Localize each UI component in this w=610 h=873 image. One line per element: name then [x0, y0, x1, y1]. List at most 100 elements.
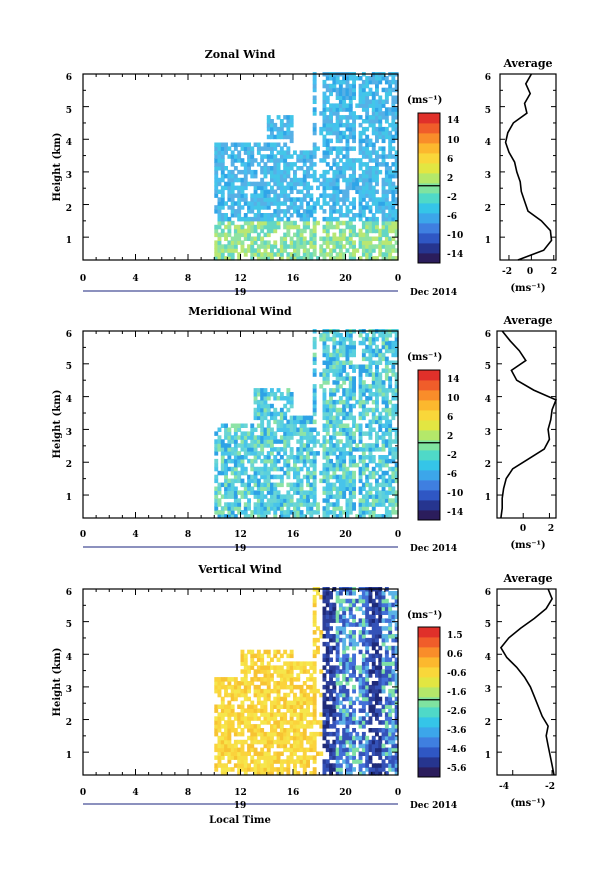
- heatmap-cell: [329, 443, 333, 448]
- heatmap-cell: [388, 482, 393, 488]
- heatmap-cell: [381, 352, 386, 358]
- heatmap-cell: [306, 216, 310, 222]
- heatmap-cell: [296, 154, 301, 159]
- heatmap-cell: [329, 423, 333, 428]
- heatmap-cell: [286, 162, 291, 167]
- heatmap-cell: [361, 724, 366, 729]
- heatmap-cell: [335, 360, 340, 365]
- heatmap-cell: [253, 205, 258, 210]
- heatmap-cell: [240, 431, 245, 436]
- heatmap-cell: [302, 747, 307, 753]
- heatmap-cell: [286, 470, 291, 476]
- heatmap-cell: [286, 455, 291, 460]
- heatmap-cell: [322, 340, 327, 346]
- heatmap-cell: [289, 684, 294, 690]
- heatmap-cell: [319, 751, 324, 756]
- heatmap-cell: [361, 248, 366, 253]
- heatmap-cell: [293, 462, 297, 468]
- heatmap-cell: [250, 162, 255, 167]
- heatmap-cell: [329, 83, 333, 89]
- heatmap-cell: [358, 244, 363, 249]
- heatmap-cell: [276, 439, 281, 444]
- heatmap-cell: [352, 122, 356, 128]
- heatmap-cell: [378, 645, 383, 651]
- heatmap-cell: [224, 514, 228, 519]
- heatmap-cell: [279, 759, 284, 764]
- heatmap-cell: [283, 462, 288, 468]
- heatmap-cell: [312, 462, 317, 468]
- heatmap-cell: [302, 669, 307, 674]
- heatmap-cell: [352, 138, 356, 144]
- heatmap-cell: [325, 126, 330, 132]
- heatmap-cell: [345, 486, 350, 491]
- heatmap-cell: [375, 209, 379, 214]
- heatmap-cell: [312, 735, 317, 741]
- heatmap-cell: [335, 447, 340, 452]
- heatmap-cell: [243, 653, 248, 659]
- heatmap-cell: [391, 205, 396, 210]
- heatmap-cell: [263, 189, 268, 194]
- heatmap-cell: [299, 494, 304, 499]
- heatmap-cell: [355, 177, 360, 183]
- heatmap-cell: [348, 458, 353, 464]
- heatmap-cell: [361, 107, 366, 112]
- heatmap-cell: [342, 228, 347, 234]
- heatmap-cell: [233, 240, 238, 245]
- heatmap-cell: [371, 340, 376, 346]
- heatmap-cell: [361, 236, 366, 241]
- heatmap-field: [214, 72, 399, 261]
- heatmap-cell: [371, 256, 376, 261]
- heatmap-cell: [312, 478, 317, 484]
- heatmap-cell: [224, 482, 228, 488]
- heatmap-cell: [214, 166, 219, 171]
- heatmap-cell: [381, 759, 386, 764]
- heatmap-cell: [299, 665, 304, 670]
- heatmap-cell: [322, 256, 327, 261]
- heatmap-cell: [296, 755, 301, 760]
- heatmap-cell: [352, 252, 356, 257]
- heatmap-cell: [273, 181, 278, 187]
- heatmap-cell: [322, 712, 327, 717]
- heatmap-cell: [306, 173, 310, 179]
- heatmap-cell: [247, 244, 251, 249]
- heatmap-cell: [358, 173, 363, 179]
- heatmap-cell: [260, 688, 265, 694]
- heatmap-cell: [325, 462, 330, 468]
- heatmap-cell: [345, 502, 350, 507]
- heatmap-cell: [384, 720, 389, 725]
- heatmap-cell: [260, 256, 265, 261]
- colorbar-tick-label: 2: [447, 174, 453, 184]
- heatmap-cell: [293, 696, 297, 702]
- heatmap-cell: [214, 498, 219, 503]
- heatmap-cell: [289, 181, 294, 187]
- heatmap-cell: [361, 458, 366, 464]
- heatmap-cell: [237, 240, 242, 245]
- heatmap-cell: [302, 474, 307, 480]
- heatmap-cell: [391, 352, 396, 358]
- heatmap-cell: [329, 657, 333, 662]
- heatmap-cell: [220, 681, 225, 686]
- heatmap-cell: [355, 665, 360, 670]
- heatmap-cell: [378, 712, 383, 717]
- heatmap-cell: [224, 688, 228, 694]
- heatmap-cell: [378, 107, 383, 112]
- heatmap-cell: [365, 119, 370, 124]
- heatmap-cell: [256, 494, 261, 499]
- heatmap-cell: [384, 154, 389, 159]
- heatmap-cell: [368, 115, 373, 120]
- heatmap-cell: [279, 704, 284, 709]
- heatmap-cell: [378, 122, 383, 128]
- heatmap-cell: [316, 197, 320, 202]
- heatmap-cell: [348, 502, 353, 507]
- colorbar-swatch: [418, 133, 440, 144]
- heatmap-cell: [289, 755, 294, 760]
- heatmap-cell: [276, 735, 281, 741]
- heatmap-cell: [361, 205, 366, 210]
- heatmap-cell: [388, 466, 393, 472]
- heatmap-cell: [296, 224, 301, 230]
- heatmap-cell: [273, 146, 278, 151]
- heatmap-cell: [289, 466, 294, 472]
- heatmap-cell: [217, 482, 222, 488]
- heatmap-cell: [237, 478, 242, 484]
- heatmap-cell: [263, 201, 268, 206]
